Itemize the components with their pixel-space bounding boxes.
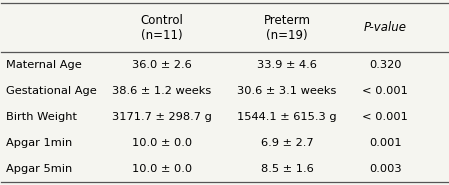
Text: Apgar 5min: Apgar 5min [6,164,72,174]
Text: 30.6 ± 3.1 weeks: 30.6 ± 3.1 weeks [237,86,337,96]
Text: P-value: P-value [364,21,407,34]
Text: 0.003: 0.003 [369,164,401,174]
Text: 10.0 ± 0.0: 10.0 ± 0.0 [132,138,192,148]
Text: Birth Weight: Birth Weight [6,112,77,122]
Text: Apgar 1min: Apgar 1min [6,138,72,148]
Text: 38.6 ± 1.2 weeks: 38.6 ± 1.2 weeks [112,86,211,96]
Text: Control
(n=11): Control (n=11) [141,14,184,42]
Text: 0.001: 0.001 [369,138,401,148]
Text: 1544.1 ± 615.3 g: 1544.1 ± 615.3 g [237,112,337,122]
Text: Maternal Age: Maternal Age [6,60,82,70]
Text: Preterm
(n=19): Preterm (n=19) [264,14,310,42]
Text: 6.9 ± 2.7: 6.9 ± 2.7 [261,138,313,148]
Text: < 0.001: < 0.001 [362,86,408,96]
Text: 10.0 ± 0.0: 10.0 ± 0.0 [132,164,192,174]
Text: 8.5 ± 1.6: 8.5 ± 1.6 [260,164,313,174]
Text: Gestational Age: Gestational Age [6,86,97,96]
Text: 36.0 ± 2.6: 36.0 ± 2.6 [132,60,192,70]
Text: 0.320: 0.320 [369,60,401,70]
Text: < 0.001: < 0.001 [362,112,408,122]
Text: 3171.7 ± 298.7 g: 3171.7 ± 298.7 g [112,112,212,122]
Text: 33.9 ± 4.6: 33.9 ± 4.6 [257,60,317,70]
